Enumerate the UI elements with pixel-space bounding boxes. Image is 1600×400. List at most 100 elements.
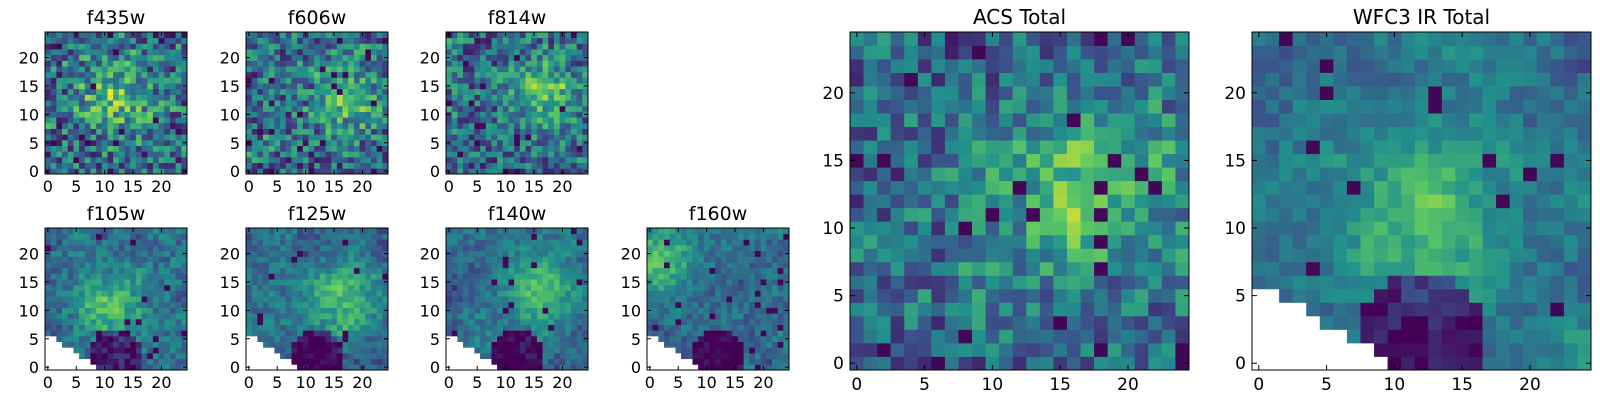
heatmap-cell (531, 341, 538, 348)
heatmap-cell (548, 313, 555, 320)
heatmap-cell (720, 296, 727, 303)
heatmap-cell (291, 352, 298, 360)
heatmap-cell (291, 284, 298, 291)
heatmap-cell (1161, 329, 1176, 344)
heatmap-cell (348, 117, 355, 124)
heatmap-cell (152, 66, 159, 73)
heatmap-cell (246, 301, 253, 308)
heatmap-cell (525, 290, 532, 297)
heatmap-cell (302, 105, 309, 112)
heatmap-cell (263, 100, 270, 107)
heatmap-cell (446, 100, 453, 107)
heatmap-cell (904, 356, 919, 371)
heatmap-cell (251, 111, 258, 118)
heatmap-cell (647, 245, 654, 252)
heatmap-cell (297, 145, 304, 152)
heatmap-cell (84, 245, 91, 252)
heatmap-cell (376, 341, 383, 348)
heatmap-cell (463, 32, 470, 39)
heatmap-cell (692, 313, 699, 320)
heatmap-cell (382, 60, 389, 67)
heatmap-cell (760, 358, 767, 365)
heatmap-cell (107, 145, 114, 152)
heatmap-cell (743, 341, 750, 348)
heatmap-cell (1134, 234, 1149, 249)
heatmap-cell (90, 49, 97, 56)
heatmap-cell (124, 347, 131, 354)
heatmap-cell (331, 301, 338, 308)
heatmap-cell (73, 145, 80, 152)
heatmap-cell (147, 250, 154, 257)
heatmap-cell (319, 43, 326, 50)
heatmap-cell (502, 239, 509, 246)
heatmap-cell (45, 49, 52, 56)
heatmap-cell (542, 117, 549, 124)
heatmap-cell (141, 228, 148, 235)
heatmap-cell (158, 145, 165, 152)
heatmap-cell (548, 250, 555, 257)
heatmap-cell (181, 239, 188, 246)
heatmap-cell (353, 43, 360, 50)
heatmap-cell (783, 273, 790, 280)
heatmap-cell (451, 279, 458, 286)
heatmap-cell (457, 341, 464, 348)
heatmap-cell (972, 248, 986, 263)
heatmap-cell (175, 296, 182, 303)
heatmap-cell (1161, 342, 1176, 357)
heatmap-cell (777, 318, 784, 325)
heatmap-cell (285, 239, 292, 246)
heatmap-cell (319, 239, 326, 246)
heatmap-cell (113, 341, 120, 348)
heatmap-cell (382, 347, 389, 354)
heatmap-cell (497, 83, 504, 90)
heatmap-cell (698, 279, 705, 286)
heatmap-cell (760, 330, 767, 337)
heatmap-cell (130, 250, 137, 257)
heatmap-cell (531, 145, 538, 152)
heatmap-cell (268, 162, 275, 169)
heatmap-cell (749, 284, 756, 291)
heatmap-cell (325, 296, 332, 303)
heatmap-cell (525, 88, 532, 95)
heatmap-cell (359, 318, 366, 325)
heatmap-cell (297, 105, 304, 112)
heatmap-cell (365, 296, 372, 303)
heatmap-cell (480, 239, 487, 246)
heatmap-cell (175, 279, 182, 286)
heatmap-cell (84, 335, 91, 342)
heatmap-cell (525, 139, 532, 146)
heatmap-cell (944, 342, 959, 357)
heatmap-cell (274, 100, 281, 107)
heatmap-cell (359, 262, 366, 269)
heatmap-cell (370, 54, 378, 61)
heatmap-cell (709, 233, 716, 240)
heatmap-cell (325, 352, 332, 360)
heatmap-cell (90, 139, 97, 146)
heatmap-cell (514, 168, 521, 175)
heatmap-cell (485, 324, 492, 331)
heatmap-cell (285, 168, 292, 175)
heatmap-cell (67, 347, 74, 354)
heatmap-cell (519, 122, 526, 129)
heatmap-cell (652, 290, 659, 297)
heatmap-cell (314, 358, 321, 365)
heatmap-cell (565, 301, 572, 308)
heatmap-cell (692, 324, 699, 331)
heatmap-cell (766, 290, 773, 297)
heatmap-cell (325, 83, 332, 90)
heatmap-cell (342, 250, 349, 257)
heatmap-cell (451, 168, 458, 175)
heatmap-cell (451, 88, 458, 95)
heatmap-cell (359, 100, 366, 107)
heatmap-cell (263, 307, 270, 314)
heatmap-cell (715, 273, 722, 280)
heatmap-cell (308, 162, 315, 169)
heatmap-cell (737, 239, 744, 246)
heatmap-cell (50, 54, 57, 61)
heatmap-cell (877, 167, 892, 182)
heatmap-cell (559, 307, 566, 314)
heatmap-cell (559, 256, 566, 263)
heatmap-cell (474, 111, 481, 118)
heatmap-cell (525, 335, 532, 342)
heatmap-cell (669, 296, 676, 303)
